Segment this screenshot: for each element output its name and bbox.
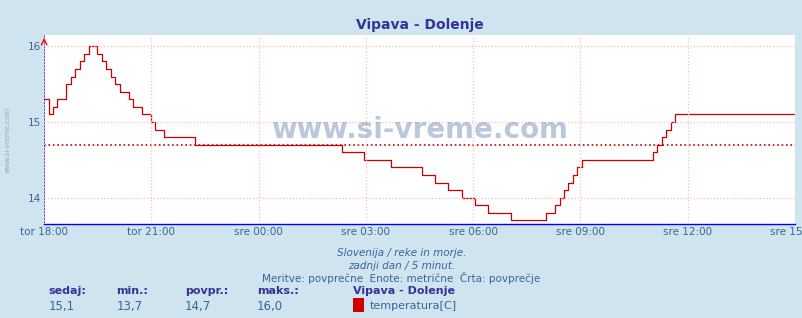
Text: Vipava - Dolenje: Vipava - Dolenje <box>353 286 455 296</box>
Text: 16,0: 16,0 <box>257 300 283 313</box>
Text: 13,7: 13,7 <box>116 300 143 313</box>
Text: www.si-vreme.com: www.si-vreme.com <box>271 115 567 144</box>
Title: Vipava - Dolenje: Vipava - Dolenje <box>355 18 483 32</box>
Text: zadnji dan / 5 minut.: zadnji dan / 5 minut. <box>347 261 455 271</box>
Text: povpr.:: povpr.: <box>184 286 228 296</box>
Text: sedaj:: sedaj: <box>48 286 86 296</box>
Text: maks.:: maks.: <box>257 286 298 296</box>
Text: Meritve: povprečne  Enote: metrične  Črta: povprečje: Meritve: povprečne Enote: metrične Črta:… <box>262 272 540 284</box>
Text: temperatura[C]: temperatura[C] <box>369 301 456 311</box>
Text: 14,7: 14,7 <box>184 300 211 313</box>
Text: www.si-vreme.com: www.si-vreme.com <box>5 107 11 173</box>
Text: Slovenija / reke in morje.: Slovenija / reke in morje. <box>336 248 466 258</box>
Text: 15,1: 15,1 <box>48 300 75 313</box>
Text: min.:: min.: <box>116 286 148 296</box>
